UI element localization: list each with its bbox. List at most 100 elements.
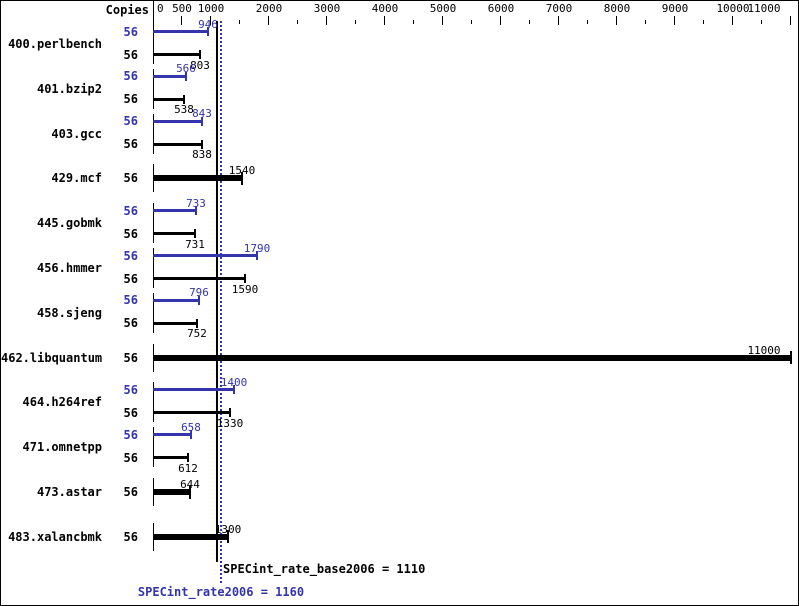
axis-tick-label: 3000 [313,2,341,15]
base-reference-line [216,21,218,562]
bar-endcap [233,385,235,394]
peak-value-label: 566 [176,62,196,75]
copies-value: 56 [123,171,138,185]
axis-minor-tick [239,20,240,24]
benchmark-label: 462.libquantum [1,351,103,365]
axis-tick [790,16,791,25]
peak-bar [153,299,199,302]
group-axis-segment [153,248,154,288]
benchmark-label: 400.perlbench [8,37,102,51]
base-value-label: 612 [178,462,198,475]
group-axis-segment [153,293,154,333]
axis-separator-line [153,1,154,26]
axis-tick [268,16,269,25]
axis-tick-label: 500 [172,2,192,15]
copies-value: 56 [123,451,138,465]
axis-minor-tick [355,20,356,24]
axis-minor-tick [413,20,414,24]
copies-value: 56 [123,137,138,151]
copies-column-header: Copies [105,3,149,17]
base-summary-label: SPECint_rate_base2006 = 1110 [223,562,426,576]
base-bar [153,232,195,235]
peak-value-label: 658 [181,421,201,434]
group-axis-segment [153,382,154,422]
peak-bar [153,75,186,78]
peak-bar [153,209,196,212]
axis-minor-tick [703,20,704,24]
single-bar [153,175,242,181]
bar-endcap [195,206,197,215]
bar-endcap [201,117,203,126]
benchmark-label: 445.gobmk [36,216,102,230]
copies-value: 56 [123,316,138,330]
bar-endcap [256,251,258,260]
base-bar [153,277,245,280]
base-bar [153,322,197,325]
bar-endcap [227,530,229,543]
benchmark-label: 458.sjeng [36,306,102,320]
copies-value: 56 [123,204,138,218]
peak-value-label: 796 [189,286,209,299]
base-value-label: 1590 [231,283,259,296]
axis-tick [326,16,327,25]
bar-endcap [790,351,792,364]
bar-endcap [241,172,243,185]
axis-tick [210,16,211,25]
peak-bar [153,254,257,257]
bar-endcap [229,408,231,417]
peak-value-label: 1400 [220,376,248,389]
peak-value-label: 946 [198,18,218,31]
copies-value: 56 [123,293,138,307]
axis-tick [616,16,617,25]
peak-value-label: 843 [192,107,212,120]
base-value-label: 731 [185,238,205,251]
single-bar [153,534,228,540]
benchmark-label: 471.omnetpp [22,440,102,454]
single-value-label: 1300 [214,523,242,536]
axis-tick [674,16,675,25]
group-axis-segment [153,427,154,467]
base-value-label: 752 [187,327,207,340]
bar-endcap [199,50,201,59]
axis-tick-label: 11000 [747,2,781,15]
benchmark-label: 403.gcc [51,127,102,141]
axis-tick [181,16,182,25]
base-bar [153,143,202,146]
benchmark-label: 456.hmmer [36,261,102,275]
copies-value: 56 [123,530,138,544]
benchmark-label: 473.astar [36,485,102,499]
peak-bar [153,30,208,33]
bar-endcap [207,27,209,36]
axis-tick [442,16,443,25]
bar-endcap [198,296,200,305]
base-bar [153,53,200,56]
copies-value: 56 [123,272,138,286]
copies-value: 56 [123,227,138,241]
bar-endcap [244,274,246,283]
axis-tick-label: 7000 [545,2,573,15]
bar-endcap [185,72,187,81]
base-bar [153,456,188,459]
bar-endcap [201,140,203,149]
single-bar [153,489,190,495]
group-axis-segment [153,203,154,243]
axis-tick-label: 5000 [429,2,457,15]
base-value-label: 838 [192,148,212,161]
peak-bar [153,433,191,436]
copies-value: 56 [123,406,138,420]
axis-tick-label: 0 [157,2,164,15]
single-value-label: 1540 [228,164,256,177]
axis-minor-tick [297,20,298,24]
bar-endcap [183,95,185,104]
axis-tick-label: 4000 [371,2,399,15]
bar-endcap [187,453,189,462]
group-axis-segment [153,114,154,154]
single-value-label: 11000 [747,344,781,357]
axis-tick-label: 6000 [487,2,515,15]
axis-minor-tick [645,20,646,24]
base-bar [153,411,230,414]
axis-tick-label: 9000 [661,2,689,15]
base-value-label: 803 [190,59,210,72]
benchmark-label: 429.mcf [51,171,102,185]
axis-tick [558,16,559,25]
